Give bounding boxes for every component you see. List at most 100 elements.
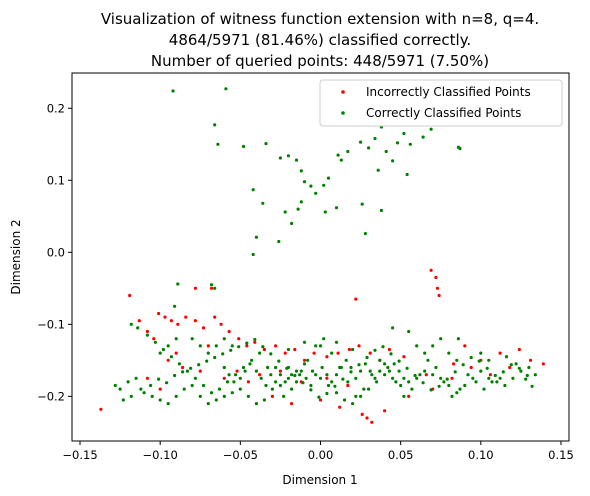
data-point <box>501 370 505 374</box>
data-point <box>519 369 523 373</box>
data-point <box>482 387 486 391</box>
data-point <box>395 141 400 145</box>
data-point <box>246 394 250 398</box>
data-point <box>362 387 366 391</box>
data-point <box>325 376 329 380</box>
data-point <box>326 383 331 388</box>
data-point <box>293 347 297 352</box>
data-point <box>509 363 513 367</box>
data-point <box>198 344 202 348</box>
data-point <box>370 373 374 377</box>
data-point <box>376 168 380 172</box>
data-point <box>222 337 226 341</box>
data-point <box>250 358 254 362</box>
data-point <box>452 362 456 366</box>
data-point <box>373 136 377 141</box>
data-point <box>314 344 318 348</box>
data-point <box>145 329 149 334</box>
x-axis-ticks: −0.15 −0.10 −0.05 0.00 0.05 0.10 0.15 <box>62 441 574 462</box>
data-point <box>338 405 342 409</box>
chart-legend: Incorrectly Classified Points Correctly … <box>319 79 563 127</box>
data-point <box>182 387 186 391</box>
data-point <box>174 394 178 398</box>
data-point <box>528 358 533 362</box>
data-point <box>397 369 401 373</box>
data-point <box>113 383 117 388</box>
data-point <box>424 373 428 377</box>
data-point <box>493 373 497 378</box>
data-point <box>387 369 391 373</box>
data-point <box>149 383 153 388</box>
data-point <box>230 344 234 348</box>
data-point <box>368 369 372 373</box>
data-point <box>243 369 247 373</box>
data-point <box>320 365 324 370</box>
data-point <box>341 377 345 381</box>
data-point <box>349 365 353 370</box>
data-point <box>469 365 473 370</box>
data-point <box>318 376 323 380</box>
data-point <box>278 156 282 160</box>
data-point <box>471 376 475 380</box>
data-point <box>359 369 363 373</box>
data-point <box>302 362 307 366</box>
data-point <box>278 373 282 377</box>
data-point <box>359 394 363 398</box>
data-point <box>487 376 491 380</box>
data-point <box>161 347 165 352</box>
data-point <box>383 373 387 377</box>
data-point <box>99 407 103 411</box>
data-point <box>334 373 339 377</box>
data-point <box>312 351 316 355</box>
data-point <box>357 344 361 348</box>
data-point <box>121 398 125 402</box>
data-point <box>508 365 512 370</box>
y-tick-label: 0.0 <box>47 245 65 259</box>
data-point <box>278 369 282 373</box>
data-point <box>322 183 326 187</box>
data-point <box>410 387 414 391</box>
data-point <box>541 362 545 366</box>
data-point <box>118 387 122 391</box>
data-point <box>339 158 343 162</box>
data-point <box>237 345 241 349</box>
data-point <box>378 369 382 373</box>
data-point <box>206 344 210 348</box>
data-point <box>351 402 355 406</box>
data-point <box>450 376 454 380</box>
data-point <box>408 142 412 146</box>
data-point <box>302 180 307 184</box>
data-point <box>126 380 130 384</box>
data-point <box>177 362 181 366</box>
data-point <box>189 366 193 370</box>
data-point <box>299 200 303 204</box>
data-point <box>193 376 197 380</box>
data-point <box>469 355 473 360</box>
data-point <box>365 355 369 360</box>
data-point <box>461 363 465 367</box>
data-point <box>306 358 310 362</box>
data-point <box>261 345 265 349</box>
data-point <box>381 345 385 349</box>
data-point <box>318 398 323 402</box>
data-point <box>205 359 209 363</box>
x-tick-label: 0.05 <box>388 448 414 462</box>
data-point <box>181 370 185 374</box>
data-point <box>274 365 278 370</box>
y-tick-label: 0.1 <box>47 173 65 187</box>
data-point <box>330 380 334 384</box>
data-point <box>334 206 339 210</box>
data-point <box>290 402 294 406</box>
data-point <box>439 337 443 341</box>
data-point <box>253 337 257 342</box>
series-incorrect <box>99 268 545 424</box>
data-point <box>325 373 329 377</box>
data-point <box>269 373 273 377</box>
data-point <box>201 383 206 388</box>
data-point <box>527 365 531 370</box>
data-point <box>431 344 435 348</box>
data-point <box>367 387 371 391</box>
data-points-layer <box>99 87 545 424</box>
data-point <box>216 142 220 146</box>
data-point <box>245 344 249 348</box>
